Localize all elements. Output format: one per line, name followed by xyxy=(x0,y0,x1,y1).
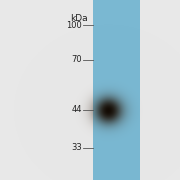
Text: 33: 33 xyxy=(71,143,82,152)
Text: 100: 100 xyxy=(66,21,82,30)
Text: 70: 70 xyxy=(71,55,82,64)
Text: 44: 44 xyxy=(71,105,82,114)
Text: kDa: kDa xyxy=(70,14,88,23)
